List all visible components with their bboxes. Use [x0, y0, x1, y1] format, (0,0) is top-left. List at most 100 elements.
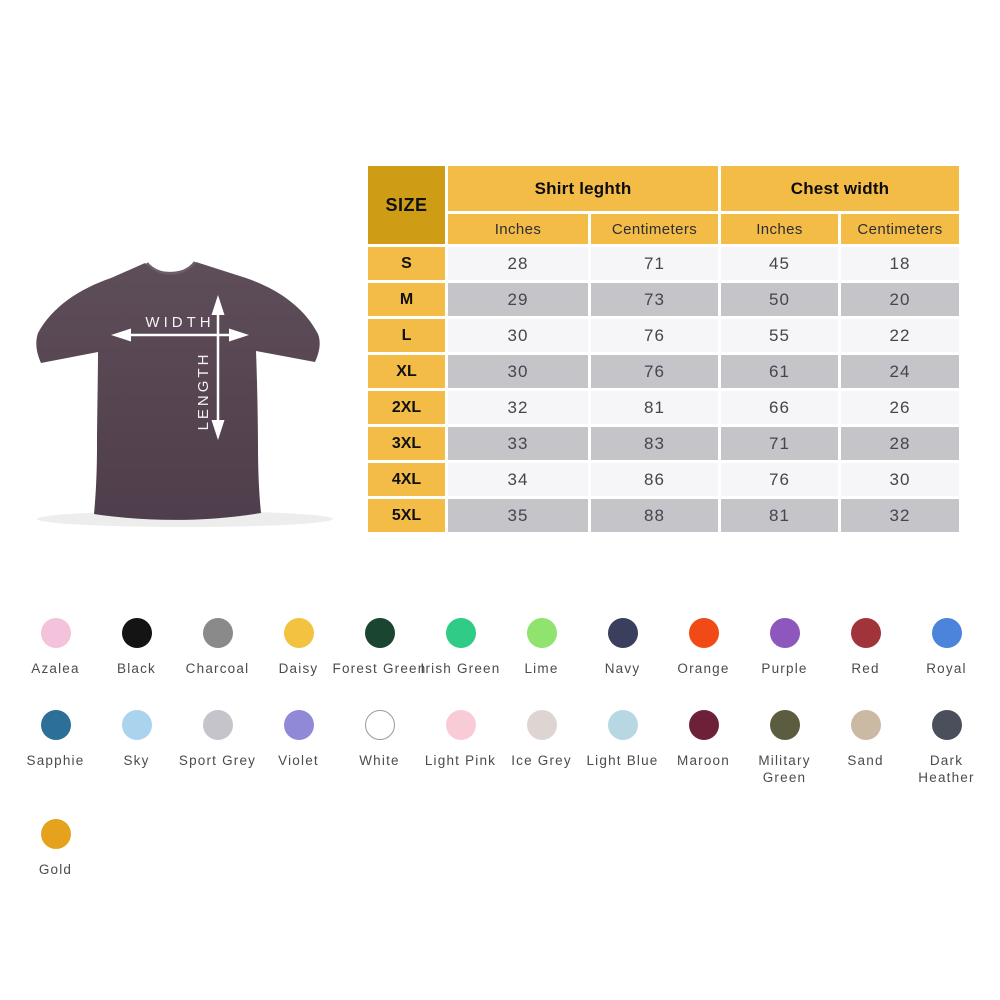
size-row-label: 3XL — [368, 427, 445, 460]
color-name: Lime — [524, 661, 559, 676]
size-row-label: XL — [368, 355, 445, 388]
size-cell: 71 — [591, 247, 718, 280]
length-centimeters-header: Centimeters — [591, 214, 718, 244]
color-swatch: Light Pink — [420, 709, 501, 787]
color-dot — [769, 709, 800, 740]
size-cell: 22 — [841, 319, 959, 352]
color-dot — [40, 818, 71, 849]
color-dot — [202, 618, 233, 648]
size-cell: 28 — [448, 247, 588, 280]
color-swatch: Dark Heather — [906, 709, 987, 787]
size-cell: 71 — [721, 427, 838, 460]
color-palette-row: Gold — [15, 818, 990, 879]
color-name: Daisy — [278, 661, 319, 676]
color-name: Light Pink — [424, 752, 497, 768]
color-name: Gold — [38, 861, 73, 877]
chest-centimeters-header: Centimeters — [841, 214, 959, 244]
color-dot — [688, 618, 719, 648]
color-swatch: Azalea — [15, 618, 96, 678]
color-dot — [607, 618, 638, 648]
color-swatch: Forest Green — [333, 618, 425, 678]
table-row: 3XL 33 83 71 28 — [368, 427, 959, 460]
color-name: Military Green — [758, 752, 811, 785]
color-name: Red — [851, 661, 880, 676]
color-swatch: Navy — [582, 618, 663, 678]
color-swatch: Royal — [906, 618, 987, 678]
color-swatch: Lime — [501, 618, 582, 678]
size-cell: 81 — [591, 391, 718, 424]
shirt-measurement-diagram: WIDTH LENGTH — [25, 245, 335, 535]
color-name: Charcoal — [185, 661, 250, 676]
color-swatch: Military Green — [744, 709, 825, 787]
color-name: Ice Grey — [511, 752, 572, 768]
color-swatch: Daisy — [258, 618, 339, 678]
color-swatch: Maroon — [663, 709, 744, 787]
size-chart-area: SIZE Shirt leghth Chest width Inches Cen… — [365, 163, 962, 535]
color-swatch: Light Blue — [582, 709, 663, 787]
size-chart-table: SIZE Shirt leghth Chest width Inches Cen… — [365, 163, 962, 535]
table-row: M 29 73 50 20 — [368, 283, 959, 316]
table-row: 2XL 32 81 66 26 — [368, 391, 959, 424]
size-row-label: L — [368, 319, 445, 352]
table-row: 4XL 34 86 76 30 — [368, 463, 959, 496]
size-cell: 81 — [721, 499, 838, 532]
color-swatch: White — [339, 709, 420, 787]
size-cell: 18 — [841, 247, 959, 280]
size-cell: 35 — [448, 499, 588, 532]
color-dot — [40, 618, 71, 648]
size-cell: 61 — [721, 355, 838, 388]
color-name: Navy — [604, 661, 641, 676]
size-cell: 30 — [448, 319, 588, 352]
color-name: Sapphie — [26, 752, 85, 768]
color-dot — [931, 709, 962, 740]
color-name: Light Blue — [586, 752, 659, 768]
color-palette: Azalea Black Charcoal Daisy Forest Green… — [15, 618, 990, 911]
table-row: S 28 71 45 18 — [368, 247, 959, 280]
color-name: Black — [116, 661, 156, 676]
size-row-label: S — [368, 247, 445, 280]
size-cell: 76 — [591, 355, 718, 388]
size-cell: 20 — [841, 283, 959, 316]
size-cell: 30 — [841, 463, 959, 496]
color-palette-row: Sapphie Sky Sport Grey Violet White Ligh… — [15, 709, 990, 787]
size-cell: 66 — [721, 391, 838, 424]
size-cell: 83 — [591, 427, 718, 460]
shirt-length-group-header: Shirt leghth — [448, 166, 718, 211]
length-label: LENGTH — [195, 352, 212, 431]
size-cell: 32 — [448, 391, 588, 424]
color-dot — [202, 709, 233, 740]
color-name: Maroon — [677, 752, 730, 768]
color-name: Orange — [677, 661, 730, 676]
size-cell: 86 — [591, 463, 718, 496]
size-cell: 76 — [721, 463, 838, 496]
color-palette-row: Azalea Black Charcoal Daisy Forest Green… — [15, 618, 990, 678]
collar-seam — [146, 261, 197, 275]
color-name: Azalea — [31, 661, 80, 676]
color-swatch: Gold — [15, 818, 96, 879]
color-dot — [688, 709, 719, 740]
color-swatch: Orange — [663, 618, 744, 678]
color-dot — [769, 618, 800, 648]
size-cell: 73 — [591, 283, 718, 316]
color-name: Royal — [926, 661, 967, 676]
length-inches-header: Inches — [448, 214, 588, 244]
width-label: WIDTH — [145, 314, 214, 331]
size-cell: 88 — [591, 499, 718, 532]
color-dot — [526, 709, 557, 740]
size-cell: 33 — [448, 427, 588, 460]
color-dot — [364, 618, 395, 648]
size-row-label: M — [368, 283, 445, 316]
color-swatch: Sport Grey — [177, 709, 258, 787]
color-swatch: Violet — [258, 709, 339, 787]
color-dot — [445, 618, 476, 648]
color-name: White — [359, 752, 400, 768]
length-arrow — [211, 295, 225, 440]
chest-width-group-header: Chest width — [721, 166, 959, 211]
color-dot — [931, 618, 962, 648]
color-dot — [607, 709, 638, 740]
color-dot — [283, 709, 314, 740]
tshirt-graphic: WIDTH LENGTH — [36, 261, 333, 527]
color-dot — [445, 709, 476, 740]
table-row: 5XL 35 88 81 32 — [368, 499, 959, 532]
